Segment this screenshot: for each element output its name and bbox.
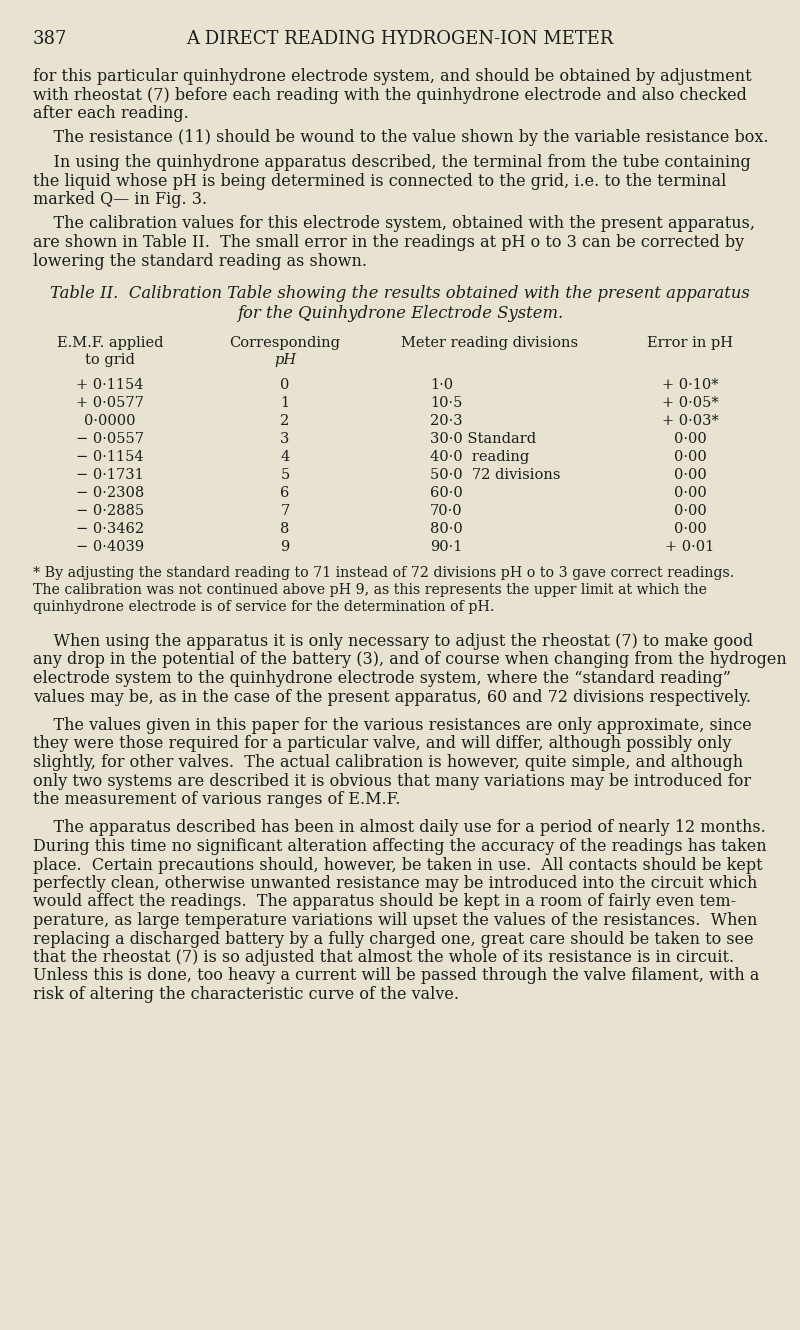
Text: − 0·4039: − 0·4039 [76,540,144,555]
Text: values may be, as in the case of the present apparatus, 60 and 72 divisions resp: values may be, as in the case of the pre… [33,689,751,705]
Text: * By adjusting the standard reading to 71 instead of 72 divisions pH o to 3 gave: * By adjusting the standard reading to 7… [33,567,734,580]
Text: pH: pH [274,352,296,367]
Text: 1: 1 [281,396,290,410]
Text: The calibration was not continued above pH 9, as this represents the upper limit: The calibration was not continued above … [33,583,707,597]
Text: When using the apparatus it is only necessary to adjust the rheostat (7) to make: When using the apparatus it is only nece… [33,633,753,650]
Text: 0·00: 0·00 [674,485,706,500]
Text: Corresponding: Corresponding [230,336,341,350]
Text: any drop in the potential of the battery (3), and of course when changing from t: any drop in the potential of the battery… [33,652,786,669]
Text: replacing a discharged battery by a fully charged one, great care should be take: replacing a discharged battery by a full… [33,931,754,947]
Text: + 0·05*: + 0·05* [662,396,718,410]
Text: the measurement of various ranges of E.M.F.: the measurement of various ranges of E.M… [33,791,400,809]
Text: 20·3: 20·3 [430,414,462,428]
Text: Table II.  Calibration Table showing the results obtained with the present appar: Table II. Calibration Table showing the … [50,285,750,302]
Text: 0: 0 [280,378,290,392]
Text: 0·00: 0·00 [674,504,706,517]
Text: perature, as large temperature variations will upset the values of the resistanc: perature, as large temperature variation… [33,912,758,928]
Text: − 0·2885: − 0·2885 [76,504,144,517]
Text: 0·00: 0·00 [674,521,706,536]
Text: 3: 3 [280,432,290,446]
Text: 5: 5 [280,468,290,481]
Text: 30·0 Standard: 30·0 Standard [430,432,536,446]
Text: The values given in this paper for the various resistances are only approximate,: The values given in this paper for the v… [33,717,752,734]
Text: The calibration values for this electrode system, obtained with the present appa: The calibration values for this electrod… [33,215,755,233]
Text: + 0·10*: + 0·10* [662,378,718,392]
Text: 70·0: 70·0 [430,504,462,517]
Text: 7: 7 [280,504,290,517]
Text: The apparatus described has been in almost daily use for a period of nearly 12 m: The apparatus described has been in almo… [33,819,766,837]
Text: 8: 8 [280,521,290,536]
Text: for the Quinhydrone Electrode System.: for the Quinhydrone Electrode System. [237,306,563,322]
Text: are shown in Table II.  The small error in the readings at pH o to 3 can be corr: are shown in Table II. The small error i… [33,234,744,251]
Text: In using the quinhydrone apparatus described, the terminal from the tube contain: In using the quinhydrone apparatus descr… [33,154,750,172]
Text: − 0·2308: − 0·2308 [76,485,144,500]
Text: 10·5: 10·5 [430,396,462,410]
Text: Meter reading divisions: Meter reading divisions [402,336,578,350]
Text: 9: 9 [280,540,290,555]
Text: − 0·1731: − 0·1731 [76,468,144,481]
Text: 0·00: 0·00 [674,468,706,481]
Text: the liquid whose pH is being determined is connected to the grid, i.e. to the te: the liquid whose pH is being determined … [33,173,726,189]
Text: Error in pH: Error in pH [647,336,733,350]
Text: slightly, for other valves.  The actual calibration is however, quite simple, an: slightly, for other valves. The actual c… [33,754,743,771]
Text: for this particular quinhydrone electrode system, and should be obtained by adju: for this particular quinhydrone electrod… [33,68,752,85]
Text: During this time no significant alteration affecting the accuracy of the reading: During this time no significant alterati… [33,838,766,855]
Text: 60·0: 60·0 [430,485,462,500]
Text: quinhydrone electrode is of service for the determination of pH.: quinhydrone electrode is of service for … [33,600,494,614]
Text: − 0·0557: − 0·0557 [76,432,144,446]
Text: 1·0: 1·0 [430,378,453,392]
Text: A DIRECT READING HYDROGEN-ION METER: A DIRECT READING HYDROGEN-ION METER [186,31,614,48]
Text: + 0·01: + 0·01 [666,540,714,555]
Text: + 0·0577: + 0·0577 [76,396,144,410]
Text: + 0·03*: + 0·03* [662,414,718,428]
Text: 2: 2 [280,414,290,428]
Text: with rheostat (7) before each reading with the quinhydrone electrode and also ch: with rheostat (7) before each reading wi… [33,86,747,104]
Text: lowering the standard reading as shown.: lowering the standard reading as shown. [33,253,367,270]
Text: 80·0: 80·0 [430,521,462,536]
Text: 0·00: 0·00 [674,432,706,446]
Text: that the rheostat (7) is so adjusted that almost the whole of its resistance is : that the rheostat (7) is so adjusted tha… [33,950,734,966]
Text: risk of altering the characteristic curve of the valve.: risk of altering the characteristic curv… [33,986,459,1003]
Text: 387: 387 [33,31,67,48]
Text: − 0·1154: − 0·1154 [76,450,144,464]
Text: only two systems are described it is obvious that many variations may be introdu: only two systems are described it is obv… [33,773,751,790]
Text: 0·0000: 0·0000 [84,414,136,428]
Text: 6: 6 [280,485,290,500]
Text: E.M.F. applied: E.M.F. applied [57,336,163,350]
Text: 0·00: 0·00 [674,450,706,464]
Text: 40·0  reading: 40·0 reading [430,450,530,464]
Text: Unless this is done, too heavy a current will be passed through the valve filame: Unless this is done, too heavy a current… [33,967,759,984]
Text: to grid: to grid [85,352,135,367]
Text: − 0·3462: − 0·3462 [76,521,144,536]
Text: 50·0  72 divisions: 50·0 72 divisions [430,468,561,481]
Text: would affect the readings.  The apparatus should be kept in a room of fairly eve: would affect the readings. The apparatus… [33,894,736,911]
Text: marked Q— in Fig. 3.: marked Q— in Fig. 3. [33,192,207,207]
Text: they were those required for a particular valve, and will differ, although possi: they were those required for a particula… [33,735,731,753]
Text: perfectly clean, otherwise unwanted resistance may be introduced into the circui: perfectly clean, otherwise unwanted resi… [33,875,758,892]
Text: 4: 4 [280,450,290,464]
Text: The resistance (11) should be wound to the value shown by the variable resistanc: The resistance (11) should be wound to t… [33,129,769,146]
Text: + 0·1154: + 0·1154 [76,378,144,392]
Text: 90·1: 90·1 [430,540,462,555]
Text: after each reading.: after each reading. [33,105,189,122]
Text: electrode system to the quinhydrone electrode system, where the “standard readin: electrode system to the quinhydrone elec… [33,670,731,688]
Text: place.  Certain precautions should, however, be taken in use.  All contacts shou: place. Certain precautions should, howev… [33,857,762,874]
